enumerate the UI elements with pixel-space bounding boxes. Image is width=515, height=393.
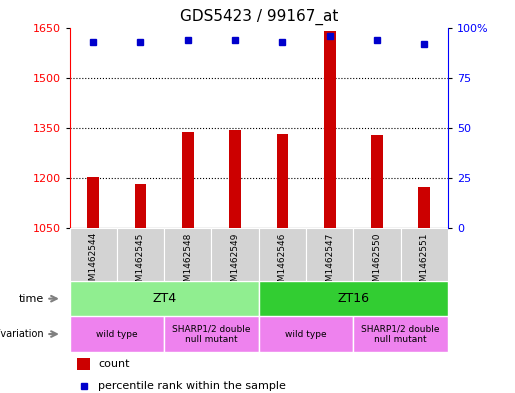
- Text: SHARP1/2 double
null mutant: SHARP1/2 double null mutant: [362, 324, 440, 344]
- Text: SHARP1/2 double
null mutant: SHARP1/2 double null mutant: [172, 324, 251, 344]
- Bar: [87, 177, 99, 228]
- Bar: [117, 228, 164, 281]
- Bar: [134, 184, 146, 228]
- Text: GSM1462550: GSM1462550: [372, 232, 382, 293]
- Bar: [371, 135, 383, 228]
- Bar: [259, 281, 448, 316]
- Text: GSM1462544: GSM1462544: [89, 232, 98, 292]
- Bar: [164, 228, 212, 281]
- Text: ZT16: ZT16: [337, 292, 369, 305]
- Text: GSM1462546: GSM1462546: [278, 232, 287, 292]
- Bar: [70, 228, 117, 281]
- Bar: [70, 281, 259, 316]
- Bar: [324, 31, 336, 228]
- Text: genotype/variation: genotype/variation: [0, 329, 44, 339]
- Bar: [401, 228, 448, 281]
- Bar: [353, 228, 401, 281]
- Text: percentile rank within the sample: percentile rank within the sample: [98, 380, 286, 391]
- Bar: [277, 134, 288, 228]
- Bar: [164, 316, 259, 352]
- Text: GSM1462545: GSM1462545: [136, 232, 145, 292]
- Bar: [259, 228, 306, 281]
- Text: GSM1462548: GSM1462548: [183, 232, 192, 292]
- Bar: [229, 130, 241, 228]
- Bar: [77, 358, 90, 370]
- Text: count: count: [98, 359, 129, 369]
- Text: ZT4: ZT4: [152, 292, 176, 305]
- Bar: [259, 316, 353, 352]
- Text: time: time: [19, 294, 44, 304]
- Bar: [419, 187, 431, 228]
- Bar: [353, 316, 448, 352]
- Text: GSM1462547: GSM1462547: [325, 232, 334, 292]
- Bar: [306, 228, 353, 281]
- Text: GSM1462549: GSM1462549: [231, 232, 239, 292]
- Bar: [182, 132, 194, 228]
- Text: wild type: wild type: [96, 330, 138, 338]
- Bar: [212, 228, 259, 281]
- Title: GDS5423 / 99167_at: GDS5423 / 99167_at: [180, 9, 338, 25]
- Text: wild type: wild type: [285, 330, 327, 338]
- Bar: [70, 316, 164, 352]
- Text: GSM1462551: GSM1462551: [420, 232, 429, 293]
